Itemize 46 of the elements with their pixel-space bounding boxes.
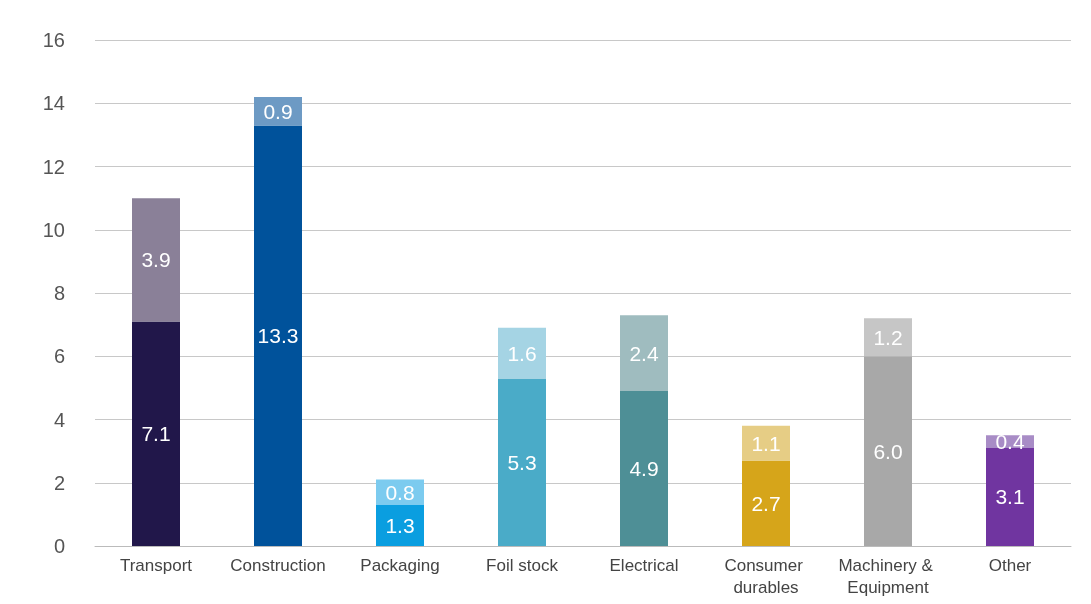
- x-tick-label: Construction: [230, 555, 326, 575]
- data-label: 2.4: [629, 341, 659, 365]
- data-label: 3.9: [141, 248, 171, 272]
- bar: [620, 391, 668, 546]
- data-label: 6.0: [873, 439, 903, 463]
- y-tick-label: 16: [42, 29, 65, 51]
- data-label: 0.4: [995, 430, 1025, 454]
- y-tick-label: 6: [53, 345, 65, 368]
- data-label: 0.8: [385, 480, 415, 504]
- x-tick-label: Transport: [119, 555, 193, 575]
- data-label: 1.3: [385, 513, 415, 537]
- data-label: 13.3: [257, 324, 299, 348]
- bar: [742, 425, 790, 461]
- y-tick-label: 4: [53, 408, 65, 431]
- y-tick-label: 2: [53, 471, 65, 494]
- y-tick-label: 14: [42, 92, 65, 115]
- data-label: 1.2: [873, 325, 903, 349]
- x-tick-label: Packaging: [360, 555, 440, 575]
- data-label: 5.3: [507, 450, 537, 474]
- y-tick-label: 12: [42, 155, 65, 178]
- bar: [620, 315, 668, 392]
- x-tick-label: Machinery & Equipment: [838, 555, 938, 597]
- bar: [498, 327, 546, 379]
- data-label: 1.1: [751, 431, 781, 455]
- bar: [742, 460, 790, 546]
- data-label: 7.1: [141, 422, 171, 446]
- bar: [376, 504, 424, 546]
- x-tick-label: Other: [988, 555, 1032, 575]
- bar: [498, 378, 546, 546]
- x-tick-label: Consumer durables: [724, 555, 808, 597]
- bar: [864, 318, 912, 357]
- y-tick-label: 8: [53, 282, 65, 304]
- y-tick-label: 10: [42, 218, 65, 241]
- bar: [132, 198, 180, 322]
- bar: [132, 321, 180, 546]
- x-tick-label: Electrical: [609, 555, 679, 575]
- data-label: 3.1: [995, 485, 1025, 509]
- y-tick-label: 0: [53, 535, 65, 557]
- data-label: 4.9: [629, 457, 659, 481]
- data-label: 0.9: [263, 99, 293, 123]
- bar: [254, 125, 302, 546]
- data-label: 2.7: [751, 491, 781, 515]
- bar: [986, 447, 1034, 546]
- bar: [864, 356, 912, 546]
- data-label: 1.6: [507, 341, 537, 365]
- x-tick-label: Foil stock: [486, 555, 559, 575]
